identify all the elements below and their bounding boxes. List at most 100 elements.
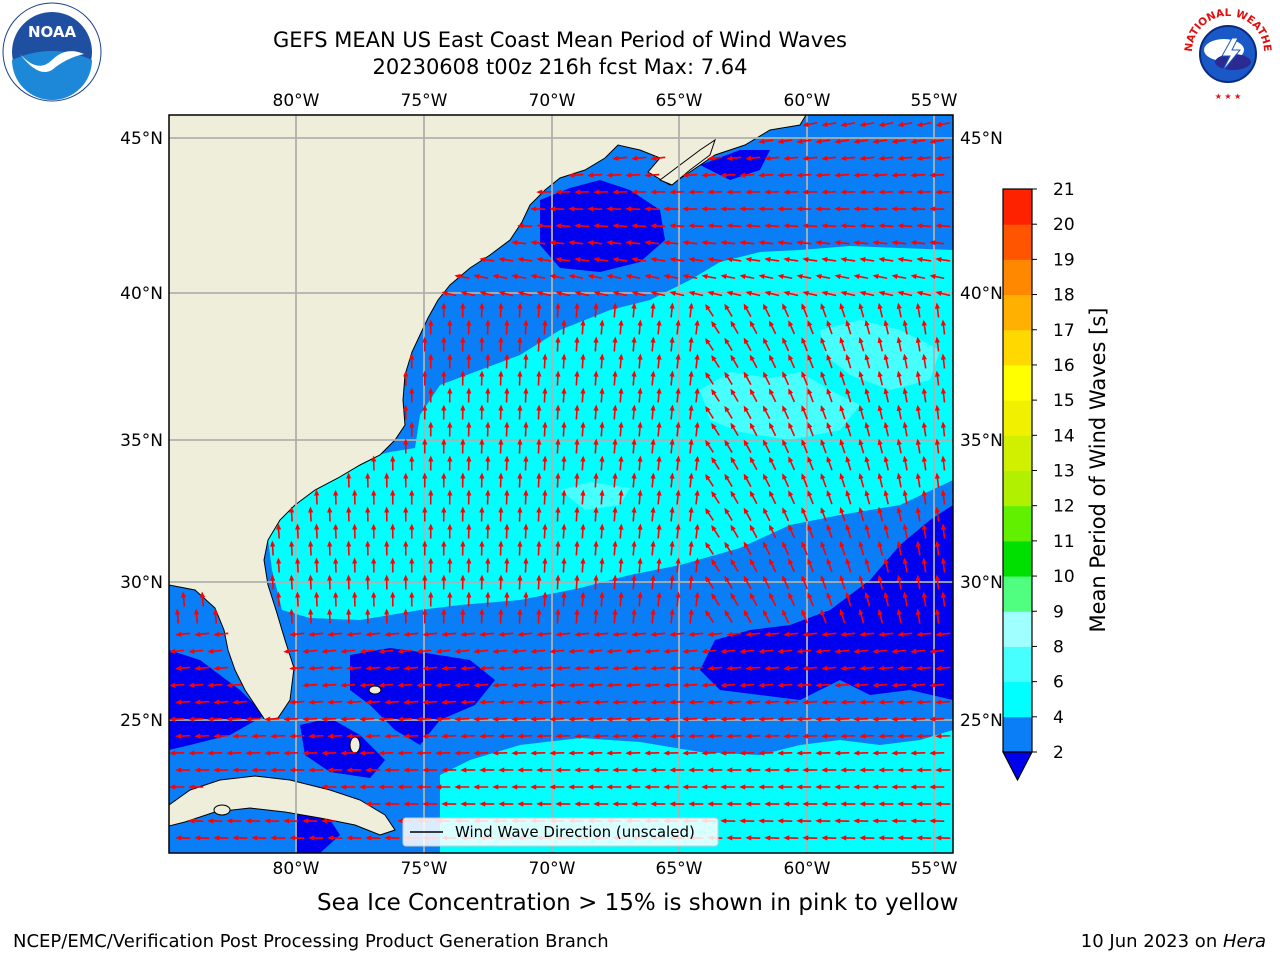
wind-wave-arrow: [883, 489, 890, 505]
wind-wave-arrow: [650, 438, 656, 454]
wind-wave-arrow: [574, 302, 580, 318]
lon-tick-label: 75°W: [401, 91, 448, 111]
wind-wave-arrow: [705, 507, 714, 521]
wind-wave-arrow: [302, 818, 318, 824]
wind-wave-arrow: [327, 665, 343, 671]
wind-wave-arrow: [777, 240, 793, 246]
wind-wave-arrow: [764, 835, 780, 841]
lat-tick-label: 30°N: [120, 573, 163, 593]
wind-wave-arrow: [650, 608, 656, 624]
wind-wave-arrow: [694, 387, 700, 403]
wind-wave-arrow: [637, 591, 643, 607]
wind-wave-arrow: [711, 354, 720, 368]
wind-wave-arrow: [555, 336, 561, 352]
wind-wave-arrow: [921, 421, 927, 437]
wind-wave-arrow: [492, 784, 508, 790]
wind-wave-arrow: [555, 404, 561, 420]
wind-wave-arrow: [485, 523, 491, 539]
wind-wave-arrow: [466, 353, 472, 369]
wind-wave-arrow: [384, 506, 390, 522]
wind-wave-arrow: [864, 353, 871, 369]
wind-wave-arrow: [934, 302, 941, 318]
wind-wave-arrow: [896, 540, 902, 556]
wind-wave-arrow: [864, 455, 871, 471]
wind-wave-arrow: [839, 506, 846, 522]
wind-wave-arrow: [921, 523, 927, 539]
wind-wave-arrow: [175, 767, 191, 773]
wind-wave-arrow: [739, 172, 755, 178]
wind-wave-arrow: [896, 472, 902, 488]
wind-wave-arrow: [327, 574, 333, 590]
wind-wave-arrow: [561, 319, 567, 335]
ocean-6-8s-patch: [700, 372, 860, 440]
wind-wave-arrow: [523, 421, 529, 437]
wind-wave-arrow: [826, 557, 833, 573]
wind-wave-arrow: [858, 608, 865, 624]
wind-wave-arrow: [479, 290, 495, 297]
wind-wave-arrow: [485, 489, 491, 505]
wind-wave-arrow: [864, 489, 871, 505]
wind-wave-arrow: [403, 733, 419, 739]
wind-wave-arrow: [921, 353, 927, 369]
wind-wave-arrow: [523, 523, 529, 539]
wind-wave-arrow: [441, 370, 447, 386]
wind-wave-arrow: [730, 388, 739, 403]
wind-wave-arrow: [574, 336, 580, 352]
wind-wave-arrow: [188, 750, 204, 756]
wind-wave-arrow: [935, 155, 951, 161]
wind-wave-arrow: [758, 716, 774, 722]
colorbar-segment: [1003, 400, 1032, 436]
wind-wave-arrow: [764, 290, 780, 297]
land-bahamas: [349, 736, 361, 754]
wind-wave-arrow: [840, 155, 856, 161]
wind-wave-arrow: [915, 336, 921, 352]
wind-wave-arrow: [631, 223, 647, 229]
wind-wave-arrow: [864, 319, 871, 335]
wind-wave-arrow: [921, 387, 927, 403]
lon-tick-label: 65°W: [656, 859, 703, 879]
wind-wave-arrow: [720, 818, 736, 824]
wind-wave-arrow: [504, 557, 510, 573]
wind-wave-arrow: [777, 172, 793, 178]
wind-wave-arrow: [839, 404, 846, 420]
wind-wave-arrow: [352, 557, 358, 573]
wind-wave-arrow: [688, 540, 694, 556]
wind-wave-arrow: [802, 801, 818, 807]
wind-wave-arrow: [384, 540, 390, 556]
wind-wave-arrow: [826, 591, 833, 607]
noaa-logo-text: NOAA: [28, 23, 77, 41]
wind-wave-arrow: [921, 591, 927, 607]
latitude-labels-left: 45°N 40°N 35°N 30°N 25°N: [120, 129, 163, 731]
wind-wave-arrow: [726, 665, 742, 671]
wind-wave-arrow: [940, 353, 947, 369]
wind-wave-arrow: [872, 682, 888, 688]
wind-wave-arrow: [788, 354, 796, 369]
wind-wave-arrow: [365, 801, 381, 807]
wind-wave-arrow: [580, 387, 586, 403]
wind-wave-arrow: [536, 223, 552, 229]
wind-wave-arrow: [587, 648, 603, 654]
wind-wave-arrow: [428, 557, 434, 573]
wind-wave-arrow: [656, 557, 662, 573]
wind-wave-arrow: [479, 472, 485, 488]
wind-wave-arrow: [511, 273, 527, 280]
wind-wave-arrow: [308, 767, 324, 773]
wind-wave-arrow: [758, 682, 774, 688]
wind-wave-arrow: [726, 699, 742, 705]
colorbar-tick-label: 21: [1053, 180, 1075, 200]
wind-wave-arrow: [858, 370, 865, 386]
wind-wave-arrow: [853, 273, 869, 280]
wind-wave-arrow: [416, 648, 432, 654]
wind-wave-arrow: [902, 319, 908, 335]
wind-wave-arrow: [783, 223, 799, 229]
wind-wave-arrow: [435, 682, 451, 688]
wind-wave-arrow: [365, 608, 371, 624]
wind-wave-arrow: [473, 716, 489, 722]
wind-wave-arrow: [637, 455, 643, 471]
wind-wave-arrow: [637, 557, 643, 573]
wind-wave-arrow: [365, 540, 371, 556]
ocean-4-6s-band: [268, 246, 953, 620]
wind-wave-arrow: [929, 682, 945, 688]
wind-wave-arrow: [669, 336, 675, 352]
wind-wave-arrow: [441, 699, 457, 705]
